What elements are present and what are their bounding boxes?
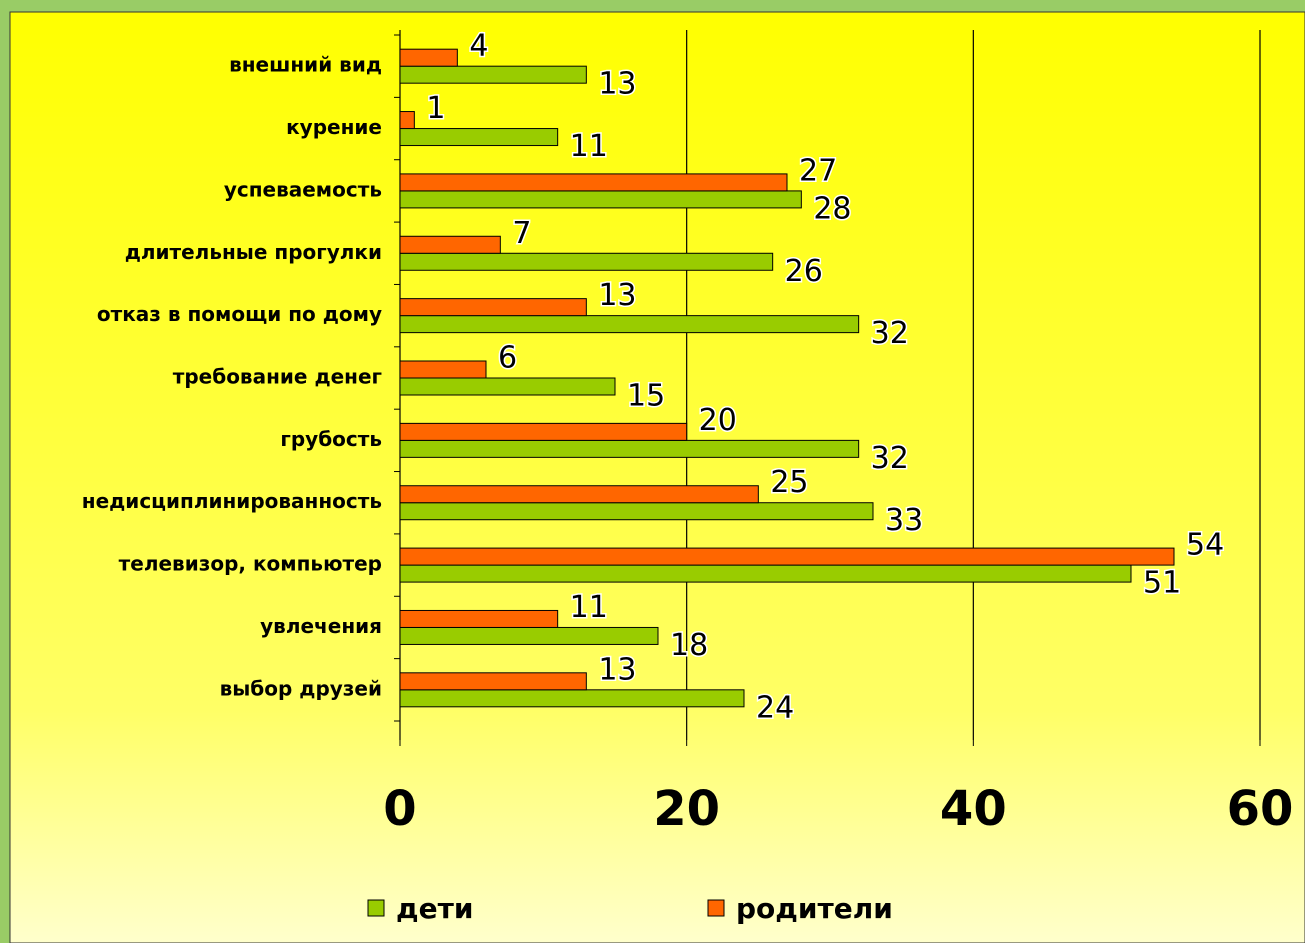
bar [399, 672, 587, 691]
value-label: 26 [785, 254, 823, 289]
value-label: 13 [598, 652, 636, 687]
value-label: 1 [426, 91, 445, 126]
legend-label: дети [396, 892, 473, 925]
bar [399, 626, 659, 645]
bar [399, 422, 688, 441]
bar [399, 439, 860, 458]
category-label: требование денег [173, 365, 382, 389]
bar [399, 502, 874, 521]
x-tick-label: 0 [383, 781, 416, 837]
category-label: грубость [280, 427, 382, 451]
legend-swatch [707, 899, 725, 917]
bar [399, 564, 1132, 583]
value-label: 51 [1143, 566, 1181, 601]
value-label: 28 [813, 191, 851, 226]
bar [399, 65, 587, 84]
bar [399, 48, 458, 67]
x-tick-label: 60 [1227, 781, 1294, 837]
category-label: внешний вид [229, 53, 382, 77]
value-label: 13 [598, 67, 636, 102]
category-label: успеваемость [224, 177, 382, 201]
value-label: 13 [598, 278, 636, 313]
value-label: 11 [570, 129, 608, 164]
bar [399, 377, 616, 396]
value-label: 15 [627, 379, 665, 414]
value-label: 20 [699, 403, 737, 438]
value-label: 27 [799, 153, 837, 188]
category-label: увлечения [260, 614, 382, 638]
bar [399, 173, 788, 192]
x-tick-label: 20 [653, 781, 720, 837]
bar [399, 689, 745, 708]
category-label: длительные прогулки [125, 240, 382, 264]
bar [399, 252, 774, 271]
legend-label: родители [736, 892, 893, 925]
category-label: курение [286, 115, 382, 139]
panel [9, 11, 1305, 943]
bar [399, 609, 559, 628]
bar [399, 547, 1175, 566]
bar [399, 360, 487, 379]
value-label: 32 [871, 316, 909, 351]
value-label: 33 [885, 503, 923, 538]
value-label: 7 [512, 216, 531, 251]
value-label: 6 [498, 341, 517, 376]
value-label: 11 [570, 590, 608, 625]
x-tick-label: 40 [940, 781, 1007, 837]
value-label: 18 [670, 628, 708, 663]
category-label: телевизор, компьютер [119, 552, 382, 576]
value-label: 32 [871, 441, 909, 476]
category-label: отказ в помощи по дому [97, 302, 382, 326]
category-label: выбор друзей [220, 676, 382, 700]
bar [399, 128, 559, 147]
bar [399, 315, 860, 334]
bar [399, 485, 759, 504]
category-label: недисциплинированность [82, 489, 382, 513]
legend-swatch [367, 899, 385, 917]
bar [399, 235, 501, 254]
bar [399, 111, 415, 130]
value-label: 24 [756, 690, 794, 725]
value-label: 4 [469, 29, 488, 64]
value-label: 25 [770, 465, 808, 500]
value-label: 54 [1186, 528, 1224, 563]
bar [399, 298, 587, 317]
bar [399, 190, 802, 209]
